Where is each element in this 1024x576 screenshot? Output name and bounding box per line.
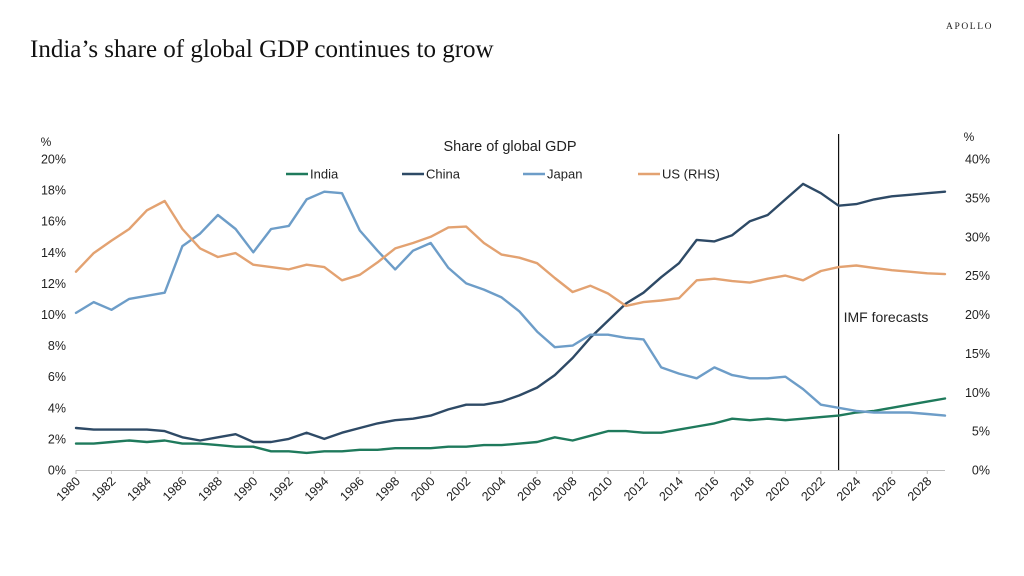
right-tick-label: 5% xyxy=(972,425,990,439)
chart-title: Share of global GDP xyxy=(444,139,577,155)
left-tick-label: 6% xyxy=(48,370,66,384)
right-tick-label: 40% xyxy=(965,153,990,167)
right-tick-label: 15% xyxy=(965,347,990,361)
x-tick-label: 1980 xyxy=(54,474,84,504)
x-tick-label: 2012 xyxy=(621,474,651,504)
right-tick-label: 10% xyxy=(965,386,990,400)
x-tick-label: 2016 xyxy=(692,474,722,504)
x-tick-label: 1996 xyxy=(337,474,367,504)
legend-label-india: India xyxy=(310,167,339,182)
x-tick-label: 1988 xyxy=(195,474,225,504)
left-tick-label: 4% xyxy=(48,401,66,415)
left-tick-label: 8% xyxy=(48,339,66,353)
series-line-india xyxy=(74,397,947,455)
legend-label-japan: Japan xyxy=(547,167,582,182)
right-tick-label: 25% xyxy=(965,269,990,283)
chart-legend: India China Japan US (RHS) xyxy=(286,167,720,182)
x-tick-label: 1990 xyxy=(231,474,261,504)
x-tick-label: 2018 xyxy=(727,474,757,504)
legend-label-us-rhs: US (RHS) xyxy=(662,167,720,182)
right-tick-label: 30% xyxy=(965,230,990,244)
series-line-china xyxy=(74,182,947,444)
left-tick-label: 16% xyxy=(41,215,66,229)
x-tick-label: 2004 xyxy=(479,474,509,504)
legend-label-china: China xyxy=(426,167,461,182)
x-tick-label: 1984 xyxy=(124,474,154,504)
x-tick-label: 1986 xyxy=(160,474,190,504)
series-line-japan xyxy=(74,190,947,417)
right-axis-unit: % xyxy=(964,130,975,144)
left-tick-label: 2% xyxy=(48,432,66,446)
x-tick-label: 1982 xyxy=(89,474,119,504)
left-axis-unit: % xyxy=(41,135,52,149)
x-tick-label: 1994 xyxy=(302,474,332,504)
page-title: India’s share of global GDP continues to… xyxy=(30,36,494,63)
left-tick-label: 10% xyxy=(41,308,66,322)
x-tick-label: 2020 xyxy=(763,474,793,504)
x-tick-label: 1998 xyxy=(373,474,403,504)
left-tick-label: 12% xyxy=(41,277,66,291)
x-tick-label: 1992 xyxy=(266,474,296,504)
x-tick-label: 2028 xyxy=(905,474,935,504)
series-line-us-rhs xyxy=(74,199,947,308)
chart-series xyxy=(74,182,947,455)
x-tick-label: 2000 xyxy=(408,474,438,504)
left-tick-label: 0% xyxy=(48,464,66,478)
x-tick-label: 2026 xyxy=(869,474,899,504)
x-tick-label: 2014 xyxy=(657,474,687,504)
x-tick-label: 2002 xyxy=(444,474,474,504)
x-tick-label: 2022 xyxy=(798,474,828,504)
x-tick-label: 2006 xyxy=(515,474,545,504)
brand-logo: APOLLO xyxy=(946,22,994,32)
left-tick-label: 20% xyxy=(41,153,66,167)
left-tick-label: 14% xyxy=(41,246,66,260)
right-tick-label: 35% xyxy=(965,191,990,205)
x-tick-label: 2008 xyxy=(550,474,580,504)
left-tick-label: 18% xyxy=(41,184,66,198)
right-tick-label: 0% xyxy=(972,464,990,478)
annotation-imf-forecasts: IMF forecasts xyxy=(844,309,929,325)
x-tick-label: 2024 xyxy=(834,474,864,504)
x-tick-label: 2010 xyxy=(586,474,616,504)
right-tick-label: 20% xyxy=(965,308,990,322)
